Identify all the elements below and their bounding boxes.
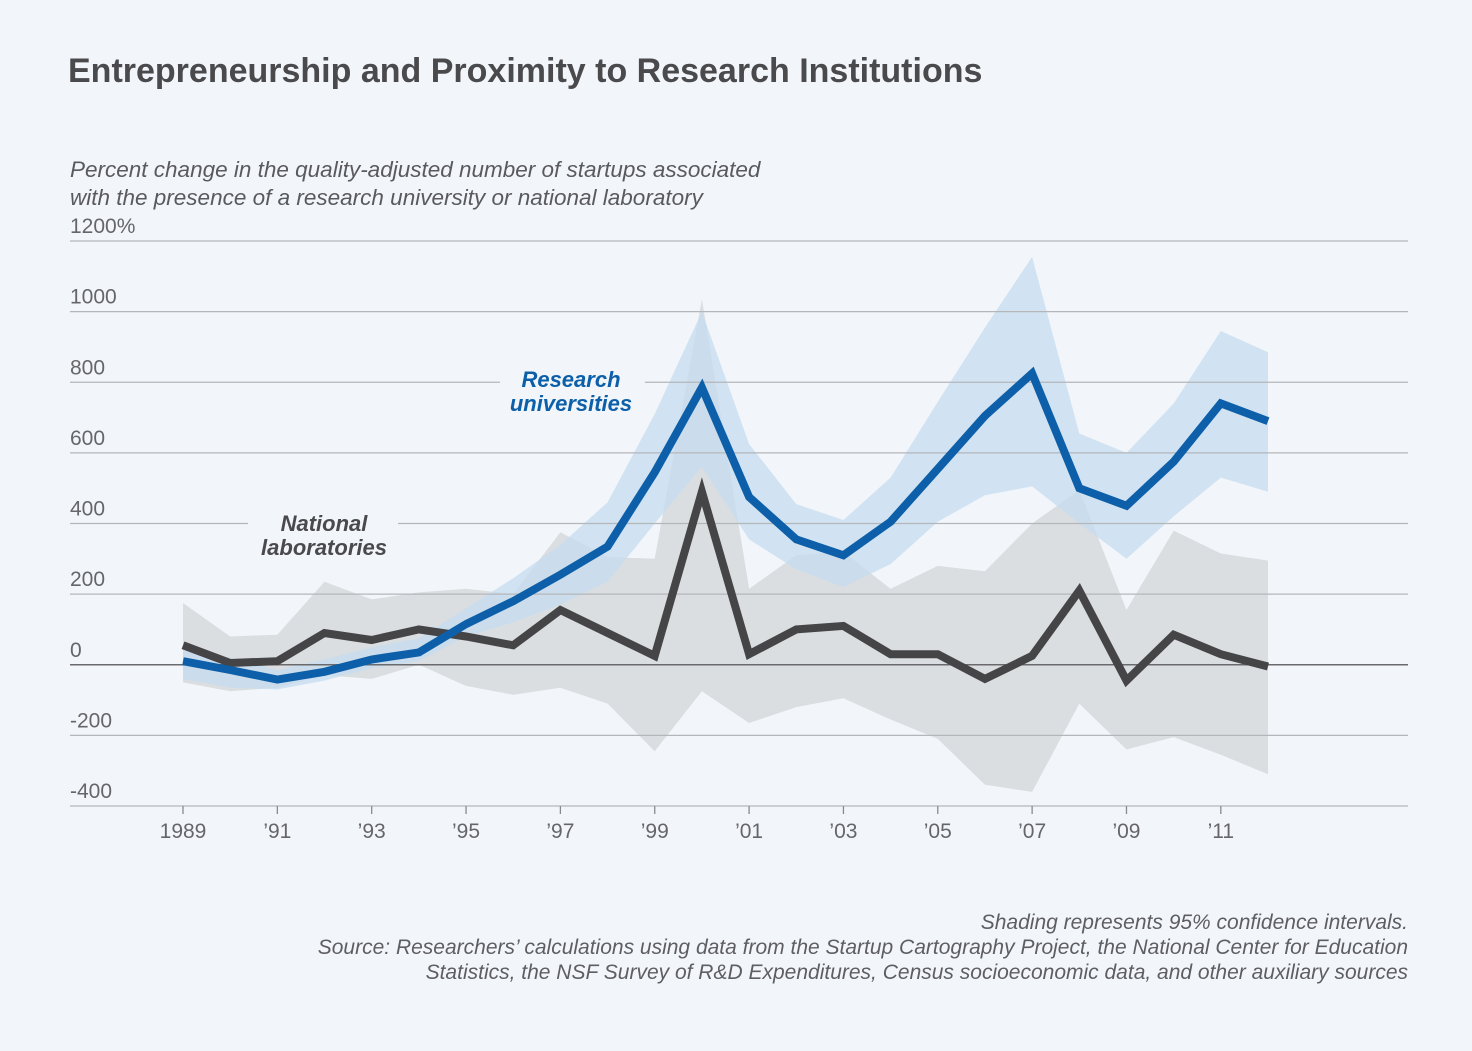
y-tick-label: -400 (70, 780, 112, 803)
x-tick-label: ’07 (1018, 820, 1046, 843)
x-tick-label: ’93 (358, 820, 386, 843)
y-tick-label: 1200% (70, 215, 135, 238)
x-tick-label: 1989 (160, 820, 207, 843)
series-label-national-laboratories: laboratories (261, 535, 387, 560)
series-label-background (500, 366, 645, 416)
ci-band-research-universities (183, 256, 1268, 690)
y-tick-label: -200 (70, 709, 112, 732)
x-tick-label: ’99 (641, 820, 669, 843)
source-line-1: Source: Researchers’ calculations using … (317, 936, 1408, 959)
x-tick-label: ’91 (263, 820, 291, 843)
y-tick-label: 400 (70, 498, 105, 521)
source-line-2: Statistics, the NSF Survey of R&D Expend… (425, 961, 1408, 984)
series-label-background (248, 510, 398, 560)
x-tick-label: ’97 (546, 820, 574, 843)
y-axis-labels: -400 -200 0 200 400 600 800 1000 1200% (70, 215, 135, 803)
footnote-shading: Shading represents 95% confidence interv… (980, 911, 1408, 934)
series-line-national-laboratories (181, 477, 1270, 688)
series-lines (181, 366, 1270, 688)
y-tick-label: 800 (70, 356, 105, 379)
x-tick-label: ’01 (735, 820, 763, 843)
subtitle-line-1: Percent change in the quality-adjusted n… (70, 157, 761, 182)
x-tick-label: ’09 (1112, 820, 1140, 843)
subtitle-line-2: with the presence of a research universi… (70, 185, 703, 210)
chart-title: Entrepreneurship and Proximity to Resear… (68, 52, 983, 90)
x-axis: 1989 ’91 ’93 ’95 ’97 ’99 ’01 ’03 ’05 ’07 ’09 ’11 (160, 806, 1234, 843)
y-tick-label: 200 (70, 568, 105, 591)
x-tick-label: ’95 (452, 820, 480, 843)
chart-subtitle: Percent change in the quality-adjusted n… (70, 156, 870, 212)
series-label-national-laboratories: National (281, 511, 369, 536)
y-tick-label: 1000 (70, 286, 117, 309)
y-tick-label: 600 (70, 427, 105, 450)
series-label-research-universities: universities (510, 391, 632, 416)
chart-footer: Shading represents 95% confidence interv… (318, 910, 1408, 985)
x-tick-label: ’05 (924, 820, 952, 843)
y-tick-label: 0 (70, 639, 82, 662)
x-tick-label: ’11 (1208, 820, 1234, 843)
series-label-research-universities: Research (521, 367, 620, 392)
x-tick-label: ’03 (829, 820, 857, 843)
series-line-research-universities (182, 366, 1270, 684)
